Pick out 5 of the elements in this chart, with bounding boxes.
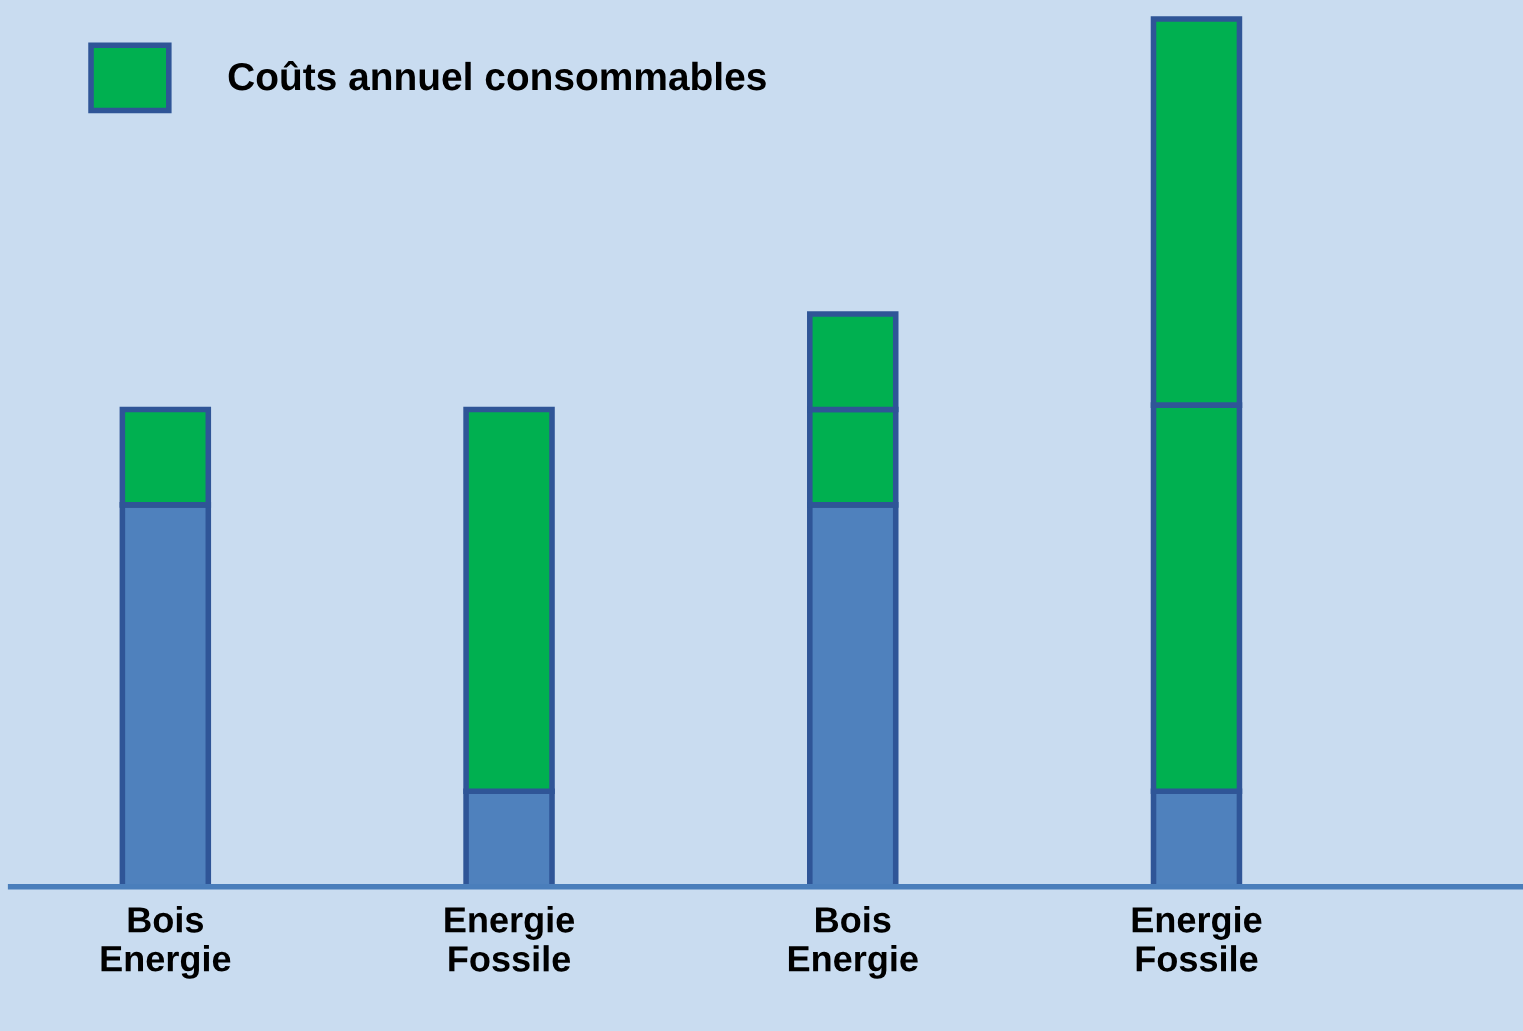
legend-label: Coûts annuel consommables [228, 61, 766, 91]
x-tick-label: Bois Energie [788, 906, 918, 979]
x-tick-label: Bois Energie [101, 906, 231, 979]
x-tick-label: Energie Fossile [445, 906, 575, 972]
x-tick-label: Energie Fossile [1132, 906, 1262, 972]
